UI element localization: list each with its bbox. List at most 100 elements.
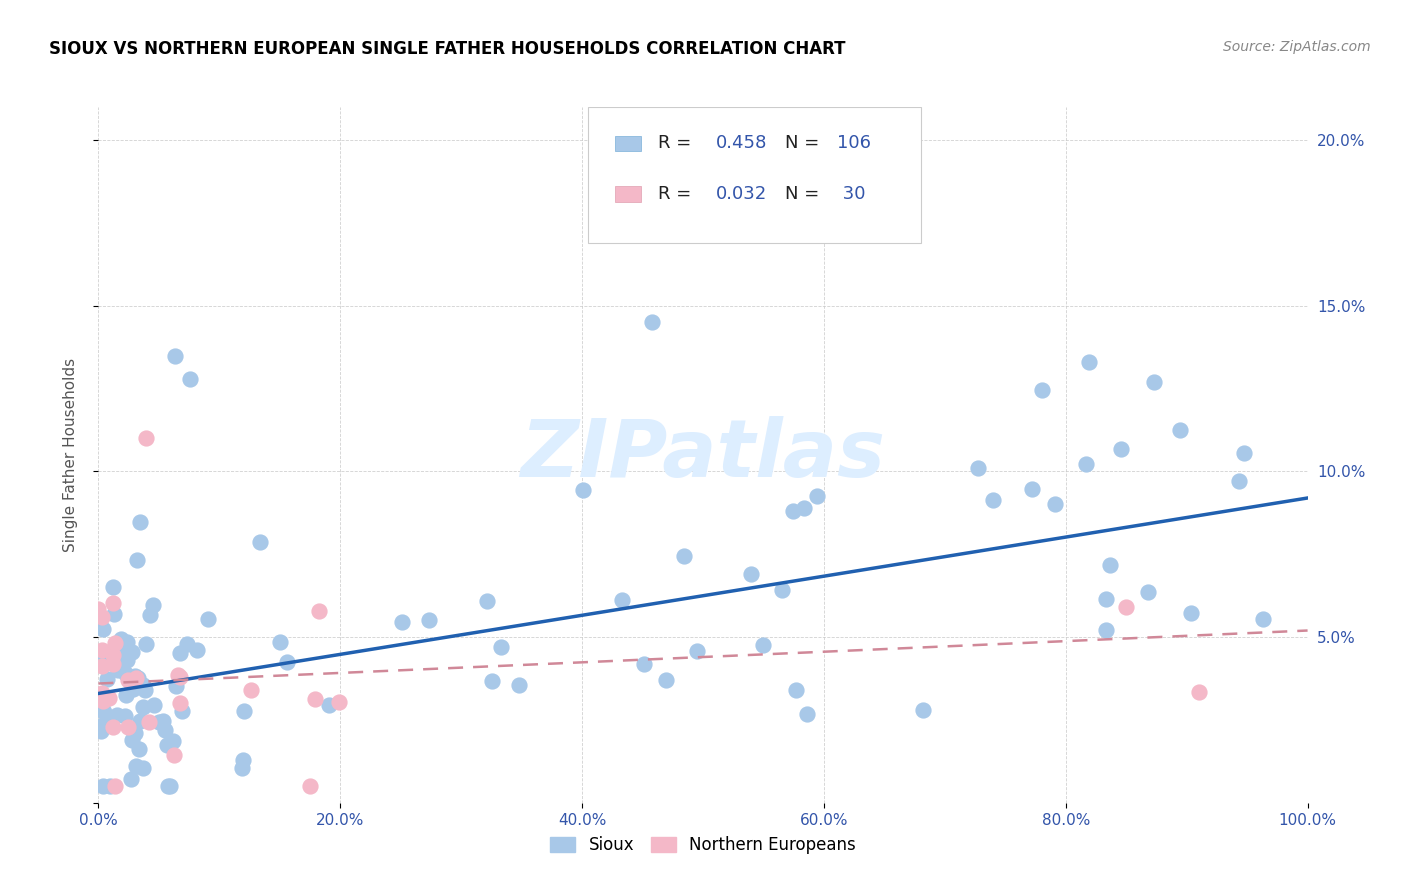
Point <box>90 723 112 738</box>
Point <box>142 698 165 713</box>
Point <box>117 673 139 688</box>
Point <box>641 315 664 329</box>
Point <box>91 646 114 660</box>
Point <box>1021 482 1043 496</box>
Point <box>391 615 413 630</box>
Point <box>298 779 321 793</box>
Point <box>673 549 696 564</box>
Point <box>633 657 655 672</box>
Point <box>101 713 124 727</box>
Point <box>655 673 678 687</box>
Text: R =: R = <box>658 185 697 203</box>
Point <box>981 493 1004 508</box>
Point <box>1227 474 1250 488</box>
Text: 106: 106 <box>837 134 872 153</box>
Point <box>159 779 181 793</box>
Text: 30: 30 <box>837 185 866 203</box>
Point <box>231 761 253 775</box>
Point <box>1074 457 1097 471</box>
Point <box>124 669 146 683</box>
Point <box>115 635 138 649</box>
Point <box>165 680 187 694</box>
Point <box>125 671 148 685</box>
Point <box>121 733 143 747</box>
Point <box>770 582 793 597</box>
Point <box>1031 384 1053 398</box>
Point <box>1078 355 1101 369</box>
Point <box>610 593 633 607</box>
Point <box>269 635 291 649</box>
Point <box>179 372 201 386</box>
FancyBboxPatch shape <box>588 107 921 243</box>
Point <box>1143 375 1166 389</box>
Point <box>276 655 298 669</box>
Point <box>90 719 112 733</box>
Point <box>135 431 157 445</box>
Point <box>169 670 191 684</box>
Point <box>101 648 124 662</box>
Text: Source: ZipAtlas.com: Source: ZipAtlas.com <box>1223 40 1371 54</box>
Point <box>1098 558 1121 572</box>
Point <box>121 645 143 659</box>
Point <box>572 483 595 497</box>
Point <box>127 671 149 685</box>
Point <box>124 725 146 739</box>
Text: N =: N = <box>785 134 825 153</box>
Point <box>167 668 190 682</box>
Point <box>132 677 155 691</box>
Point <box>186 643 208 657</box>
Point <box>1180 607 1202 621</box>
Point <box>122 681 145 696</box>
Point <box>117 720 139 734</box>
Point <box>751 638 773 652</box>
Y-axis label: Single Father Households: Single Father Households <box>63 358 77 552</box>
Point <box>740 566 762 581</box>
Point <box>475 593 498 607</box>
Point <box>91 694 114 708</box>
FancyBboxPatch shape <box>614 136 641 151</box>
Point <box>793 500 815 515</box>
Text: ZIPatlas: ZIPatlas <box>520 416 886 494</box>
Point <box>142 598 165 612</box>
Point <box>120 772 142 786</box>
Point <box>132 699 155 714</box>
Point <box>108 648 131 662</box>
Point <box>318 698 340 713</box>
Point <box>134 683 156 698</box>
Point <box>139 607 162 622</box>
Point <box>100 779 122 793</box>
Point <box>125 553 148 567</box>
Point <box>163 747 186 762</box>
Point <box>418 613 440 627</box>
Point <box>796 706 818 721</box>
Point <box>129 714 152 728</box>
Point <box>169 646 191 660</box>
Point <box>124 759 146 773</box>
Point <box>165 349 187 363</box>
Point <box>1251 612 1274 626</box>
Point <box>104 636 127 650</box>
Point <box>110 632 132 646</box>
Point <box>91 643 114 657</box>
Text: SIOUX VS NORTHERN EUROPEAN SINGLE FATHER HOUSEHOLDS CORRELATION CHART: SIOUX VS NORTHERN EUROPEAN SINGLE FATHER… <box>49 40 846 58</box>
Point <box>491 640 513 654</box>
Point <box>128 741 150 756</box>
Point <box>87 602 110 616</box>
Point <box>249 535 271 549</box>
Point <box>152 714 174 728</box>
Point <box>232 753 254 767</box>
Point <box>1095 624 1118 638</box>
Point <box>172 704 194 718</box>
Point <box>135 637 157 651</box>
Point <box>91 610 114 624</box>
Text: N =: N = <box>785 185 825 203</box>
Point <box>304 692 326 706</box>
Point <box>110 657 132 671</box>
FancyBboxPatch shape <box>614 186 641 202</box>
Point <box>91 686 114 700</box>
Point <box>107 663 129 677</box>
Point <box>132 761 155 775</box>
Point <box>121 674 143 689</box>
Point <box>117 653 139 667</box>
Point <box>103 607 125 621</box>
